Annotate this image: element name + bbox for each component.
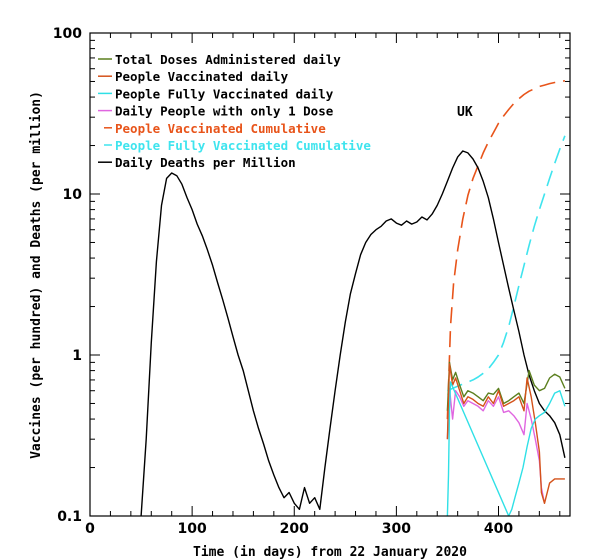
plot-frame	[89, 32, 571, 517]
legend-label: Daily People with only 1 Dose	[115, 104, 334, 119]
x-axis-title: Time (in days) from 22 January 2020	[193, 545, 467, 560]
country-annotation: UK	[457, 105, 473, 120]
y-tick-label: 100	[53, 26, 82, 42]
x-tick-label: 100	[178, 521, 207, 537]
series-line-people-fully-vaccinated-cumulative	[447, 135, 566, 392]
series-line-daily-deaths-per-million	[140, 150, 566, 516]
y-tick-label: 10	[63, 187, 83, 203]
legend-label: People Fully Vaccinated Cumulative	[115, 138, 371, 153]
series-line-daily-people-with-only-1-dose	[446, 387, 546, 504]
series-line-people-vaccinated-daily	[446, 363, 565, 504]
x-tick-label: 400	[484, 521, 513, 537]
series-line-people-fully-vaccinated-daily	[446, 381, 566, 516]
x-tick-label: 200	[280, 521, 309, 537]
y-tick-label: 1	[72, 348, 82, 364]
legend-label: People Fully Vaccinated daily	[115, 86, 334, 101]
y-tick-label: 0.1	[57, 509, 82, 525]
series-line-people-vaccinated-cumulative	[446, 80, 566, 420]
legend-label: People Vaccinated Cumulative	[115, 121, 326, 136]
x-tick-label: 300	[382, 521, 411, 537]
legend: Total Doses Administered daily People Vac…	[98, 52, 371, 170]
legend-label: Daily Deaths per Million	[115, 155, 296, 170]
y-axis-title: Vaccines (per hundred) and Deaths (per m…	[29, 91, 44, 459]
x-tick-label: 0	[85, 521, 95, 537]
series-line-total-doses-administered-daily	[446, 361, 566, 411]
legend-label: Total Doses Administered daily	[115, 52, 341, 67]
legend-label: People Vaccinated daily	[115, 69, 289, 84]
